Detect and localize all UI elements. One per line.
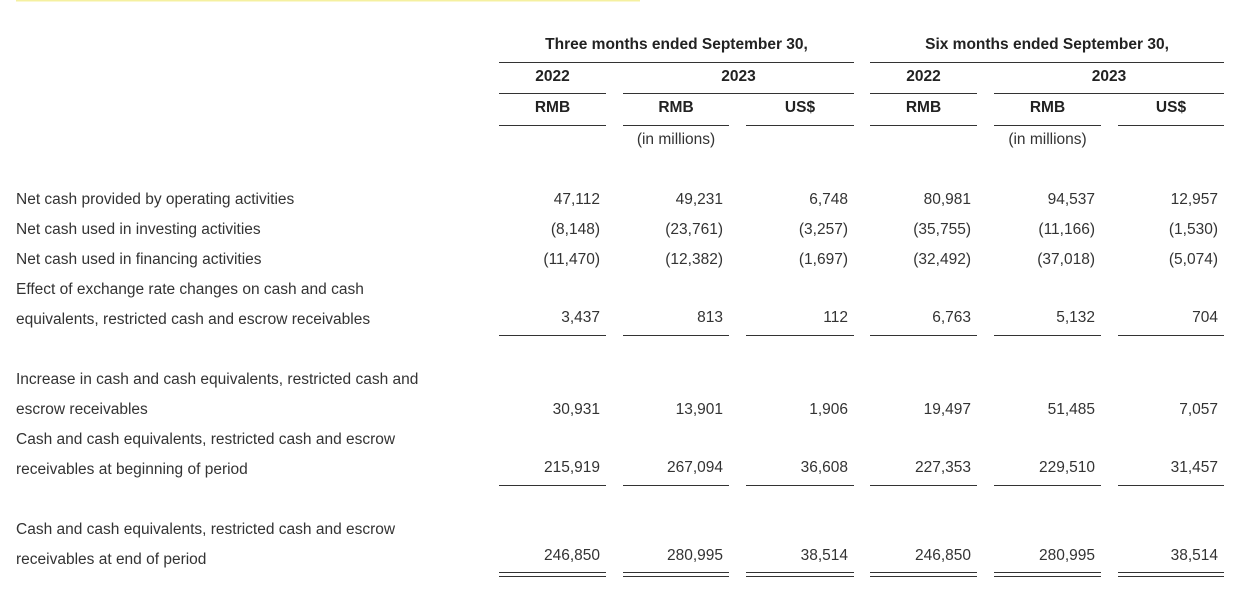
- year: 2023: [1092, 68, 1127, 85]
- cell-value: (11,470): [543, 251, 600, 268]
- cell-value: 31,457: [1171, 459, 1218, 476]
- cell-value: 246,850: [915, 547, 971, 564]
- cell-value: 227,353: [915, 459, 971, 476]
- row-label: Increase in cash and cash equivalents, r…: [16, 371, 418, 388]
- cell-value: 36,608: [801, 459, 848, 476]
- cell-value: 813: [697, 309, 723, 326]
- cell-value: 267,094: [667, 459, 723, 476]
- cell-value: (32,492): [913, 251, 971, 268]
- cell-value: 47,112: [554, 191, 600, 208]
- cell-value: 49,231: [676, 191, 723, 208]
- currency: RMB: [658, 99, 693, 116]
- row-label: receivables at beginning of period: [16, 461, 248, 478]
- row-label: Cash and cash equivalents, restricted ca…: [16, 431, 396, 448]
- year: 2023: [721, 68, 756, 85]
- cell-value: (3,257): [799, 221, 848, 238]
- cell-value: 12,957: [1171, 191, 1218, 208]
- cell-value: 51,485: [1048, 401, 1095, 418]
- currency: RMB: [1030, 99, 1065, 116]
- row-label: Net cash used in financing activities: [16, 251, 262, 268]
- cell-value: 7,057: [1179, 401, 1218, 418]
- currency: US$: [1156, 99, 1187, 116]
- cell-value: 5,132: [1056, 309, 1095, 326]
- cell-value: 280,995: [667, 547, 723, 564]
- cell-value: 6,748: [809, 191, 848, 208]
- cell-value: 246,850: [544, 547, 600, 564]
- cell-value: 3,437: [561, 309, 600, 326]
- unit: (in millions): [637, 131, 715, 148]
- cell-value: 38,514: [1171, 547, 1219, 564]
- cell-value: (1,530): [1169, 221, 1218, 238]
- cell-value: (23,761): [665, 221, 723, 238]
- row-label: escrow receivables: [16, 401, 148, 418]
- group-title: Six months ended September 30,: [925, 36, 1169, 53]
- cell-value: 1,906: [809, 401, 848, 418]
- currency: RMB: [906, 99, 941, 116]
- year: 2022: [906, 68, 940, 85]
- cell-value: 38,514: [801, 547, 849, 564]
- unit: (in millions): [1008, 131, 1086, 148]
- cell-value: (12,382): [665, 251, 723, 268]
- cell-value: 19,497: [924, 401, 971, 418]
- row-label: Effect of exchange rate changes on cash …: [16, 281, 364, 298]
- cell-value: 229,510: [1039, 459, 1095, 476]
- cell-value: 94,537: [1048, 191, 1095, 208]
- row-label: receivables at end of period: [16, 551, 206, 568]
- cell-value: 30,931: [553, 401, 600, 418]
- cell-value: 13,901: [676, 401, 723, 418]
- currency: RMB: [535, 99, 570, 116]
- cell-value: 280,995: [1039, 547, 1095, 564]
- cell-value: (35,755): [913, 221, 971, 238]
- cell-value: (5,074): [1169, 251, 1218, 268]
- row-label: Net cash used in investing activities: [16, 221, 261, 238]
- cell-value: (37,018): [1037, 251, 1095, 268]
- group-title: Three months ended September 30,: [545, 36, 808, 53]
- cell-value: (8,148): [551, 221, 600, 238]
- cell-value: 215,919: [544, 459, 600, 476]
- cell-value: 112: [823, 309, 848, 326]
- cell-value: (1,697): [799, 251, 848, 268]
- year: 2022: [535, 68, 569, 85]
- cell-value: (11,166): [1038, 221, 1095, 238]
- row-label: Cash and cash equivalents, restricted ca…: [16, 521, 396, 538]
- cell-value: 80,981: [924, 191, 971, 208]
- cell-value: 704: [1192, 309, 1218, 326]
- cell-value: 6,763: [932, 309, 971, 326]
- row-label: equivalents, restricted cash and escrow …: [16, 311, 370, 328]
- row-label: Net cash provided by operating activitie…: [16, 191, 295, 208]
- currency: US$: [785, 99, 816, 116]
